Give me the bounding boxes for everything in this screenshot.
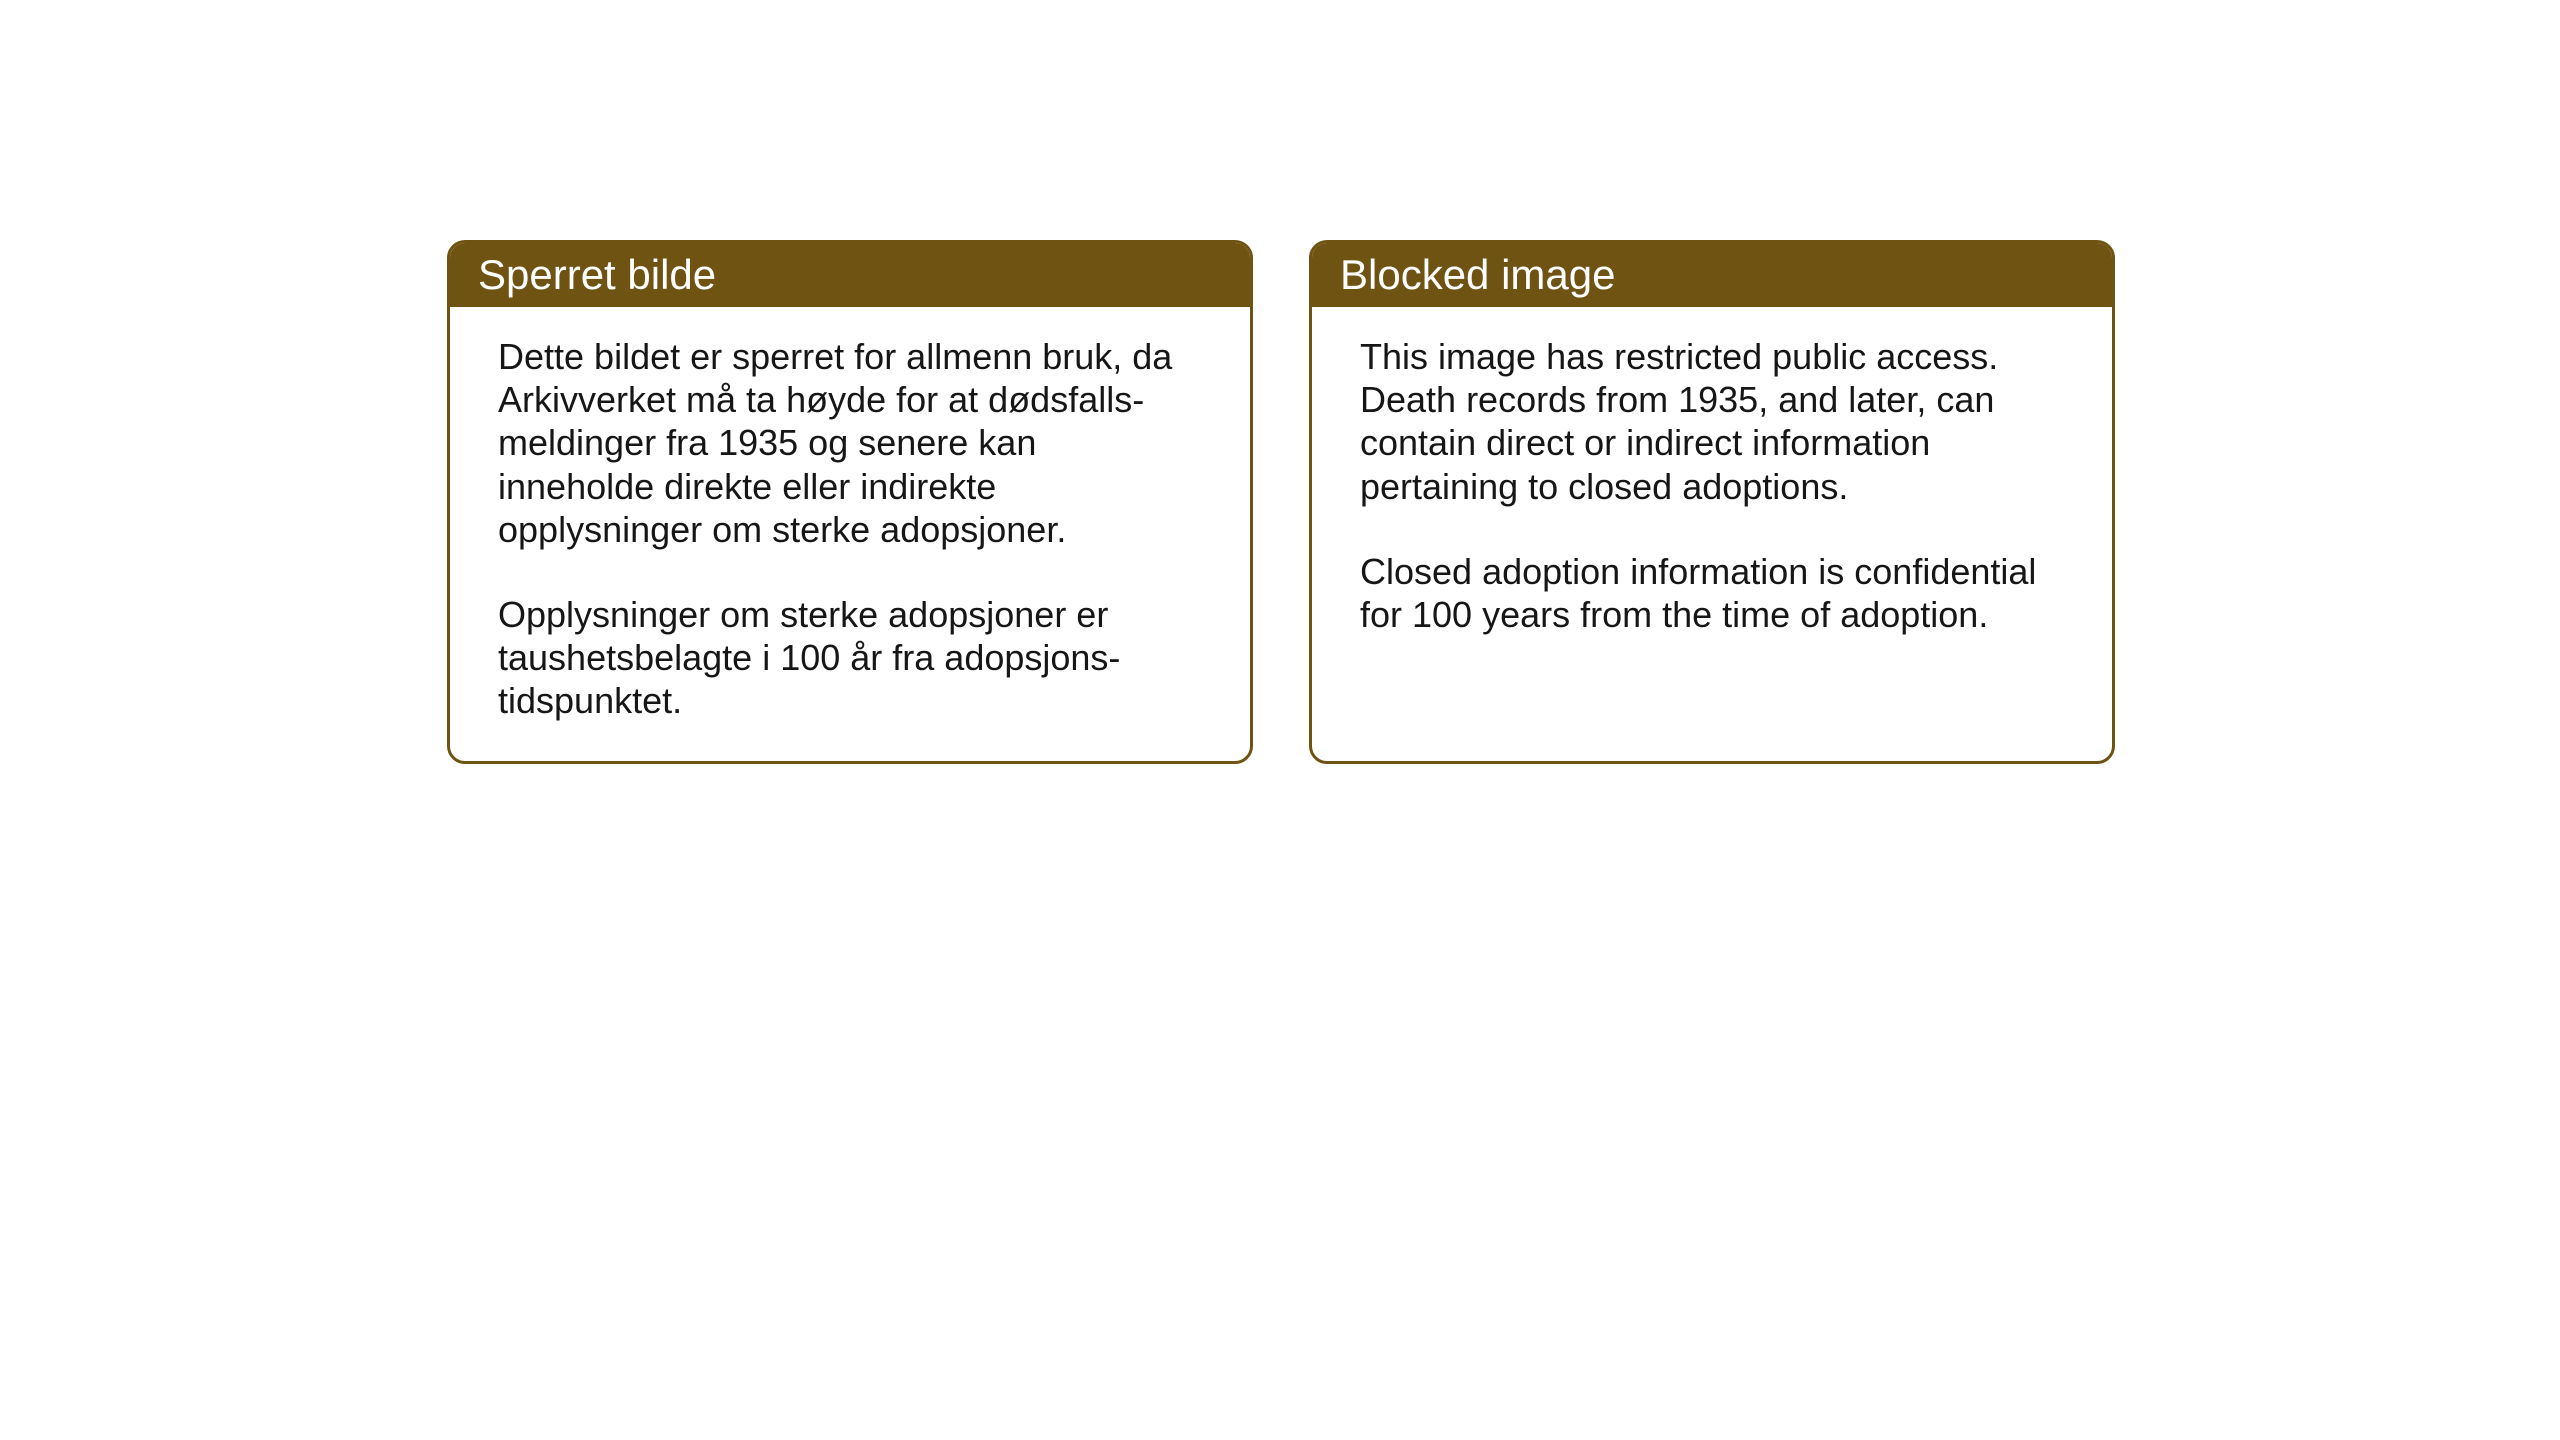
paragraph-english-1: This image has restricted public access.… <box>1360 335 2064 508</box>
box-body-norwegian: Dette bildet er sperret for allmenn bruk… <box>450 307 1250 761</box>
paragraph-norwegian-1: Dette bildet er sperret for allmenn bruk… <box>498 335 1202 551</box>
notice-box-norwegian: Sperret bilde Dette bildet er sperret fo… <box>447 240 1253 764</box>
box-body-english: This image has restricted public access.… <box>1312 307 2112 707</box>
notice-box-english: Blocked image This image has restricted … <box>1309 240 2115 764</box>
box-header-english: Blocked image <box>1312 243 2112 307</box>
paragraph-norwegian-2: Opplysninger om sterke adopsjoner er tau… <box>498 593 1202 723</box>
notice-container: Sperret bilde Dette bildet er sperret fo… <box>447 240 2115 764</box>
box-header-norwegian: Sperret bilde <box>450 243 1250 307</box>
paragraph-english-2: Closed adoption information is confident… <box>1360 550 2064 636</box>
